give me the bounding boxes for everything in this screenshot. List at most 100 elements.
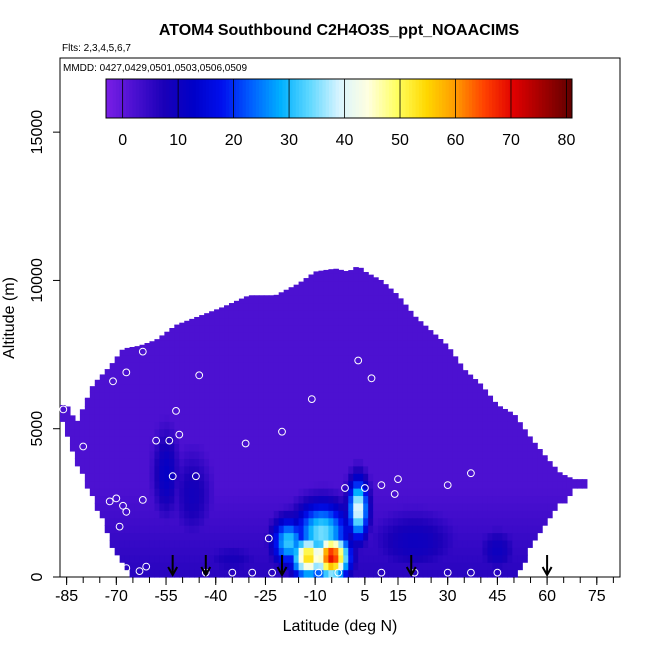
heatmap-cell [114, 458, 121, 467]
heatmap-cell [328, 458, 334, 467]
heatmap-cell [303, 495, 310, 504]
heatmap-cell [303, 384, 310, 393]
heatmap-cell [184, 495, 190, 504]
heatmap-cell [422, 406, 429, 415]
heatmap-cell [383, 317, 389, 326]
heatmap-cell [273, 428, 280, 437]
colorbar-swatch [442, 79, 447, 118]
heatmap-cell [402, 428, 409, 437]
heatmap-cell [383, 295, 389, 304]
heatmap-cell [134, 488, 141, 497]
heatmap-cell [318, 502, 325, 511]
heatmap-cell [134, 510, 141, 519]
heatmap-cell [303, 562, 310, 571]
heatmap-cell [492, 480, 498, 489]
heatmap-cell [388, 339, 394, 348]
heatmap-cell [184, 339, 190, 348]
heatmap-cell [432, 406, 439, 415]
heatmap-cell [184, 369, 190, 378]
heatmap-cell [417, 428, 424, 437]
heatmap-cell [432, 399, 439, 408]
heatmap-cell [179, 421, 185, 430]
heatmap-cell [517, 547, 523, 556]
heatmap-cell [114, 517, 121, 526]
heatmap-cell [159, 339, 165, 348]
heatmap-cell [472, 458, 479, 467]
heatmap-cell [119, 384, 126, 393]
heatmap-cell [417, 361, 424, 370]
heatmap-cell [124, 517, 131, 526]
heatmap-cell [383, 347, 389, 356]
colorbar-swatch [142, 79, 147, 118]
colorbar-swatch [319, 79, 323, 118]
colorbar-swatch [235, 79, 240, 118]
heatmap-cell [169, 458, 175, 467]
heatmap-cell [288, 406, 295, 415]
heatmap-cell [417, 525, 424, 534]
heatmap-cell [129, 562, 136, 571]
heatmap-cell [437, 443, 444, 452]
heatmap-cell [238, 413, 245, 422]
heatmap-cell [293, 436, 300, 445]
heatmap-cell [238, 502, 245, 511]
heatmap-cell [507, 480, 513, 489]
heatmap-cell [238, 369, 245, 378]
colorbar-swatch [392, 79, 397, 118]
heatmap-cell [492, 443, 498, 452]
heatmap-cell [174, 458, 180, 467]
heatmap-cell [457, 363, 464, 370]
heatmap-cell [462, 547, 469, 556]
heatmap-cell [457, 406, 464, 415]
heatmap-cell [402, 369, 409, 378]
heatmap-cell [189, 569, 195, 578]
heatmap-cell [179, 399, 185, 408]
heatmap-cell [397, 554, 404, 563]
heatmap-cell [343, 273, 349, 282]
heatmap-cell [427, 399, 434, 408]
heatmap-cell [378, 502, 384, 511]
heatmap-cell [452, 539, 459, 548]
heatmap-cell [472, 443, 479, 452]
heatmap-cell [209, 376, 215, 385]
heatmap-cell [348, 532, 354, 541]
heatmap-cell [402, 458, 409, 467]
x-tick-label: -40 [204, 588, 227, 605]
heatmap-cell [348, 428, 354, 437]
heatmap-cell [402, 450, 409, 459]
heatmap-cell [402, 525, 409, 534]
heatmap-cell [467, 436, 474, 445]
heatmap-cell [224, 332, 230, 341]
heatmap-cell [308, 510, 315, 519]
colorbar-swatch [155, 79, 160, 118]
heatmap-cell [542, 502, 548, 511]
heatmap-cell [149, 569, 156, 578]
heatmap-cell [233, 406, 240, 415]
heatmap-cell [184, 324, 190, 333]
heatmap-cell [94, 443, 101, 452]
heatmap-cell [507, 547, 513, 556]
heatmap-cell [422, 413, 429, 422]
heatmap-cell [233, 502, 240, 511]
heatmap-cell [263, 502, 270, 511]
heatmap-cell [397, 443, 404, 452]
heatmap-cell [184, 347, 190, 356]
heatmap-cell [303, 413, 310, 422]
heatmap-cell [204, 347, 210, 356]
heatmap-cell [303, 547, 310, 556]
heatmap-cell [318, 270, 325, 274]
heatmap-cell [502, 428, 508, 437]
heatmap-cell [368, 517, 374, 526]
heatmap-cell [373, 369, 379, 378]
heatmap-cell [154, 369, 161, 378]
heatmap-cell [273, 539, 280, 548]
heatmap-cell [383, 332, 389, 341]
heatmap-cell [378, 332, 384, 341]
heatmap-cell [313, 443, 320, 452]
heatmap-cell [224, 339, 230, 348]
heatmap-cell [184, 547, 190, 556]
heatmap-cell [373, 428, 379, 437]
heatmap-cell [517, 502, 523, 511]
heatmap-cell [437, 369, 444, 378]
heatmap-cell [333, 332, 339, 341]
heatmap-cell [363, 525, 369, 534]
